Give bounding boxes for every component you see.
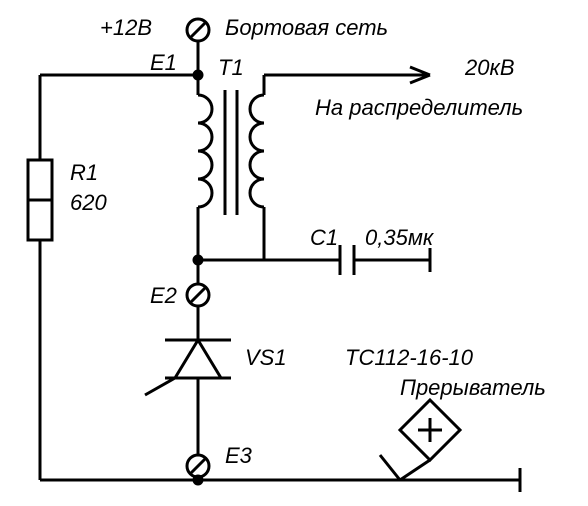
breaker-drive-symbol	[400, 400, 460, 480]
resistor-r1-bottom	[28, 200, 52, 240]
e2-label: E2	[150, 283, 177, 309]
transformer-primary	[198, 95, 212, 207]
transformer-secondary	[250, 95, 264, 207]
t1-label: T1	[218, 55, 244, 81]
e3-label: E3	[225, 443, 252, 469]
vs1-label: VS1	[245, 345, 287, 371]
supply-label: +12В	[100, 15, 152, 41]
supply-desc-label: Бортовая сеть	[225, 15, 388, 41]
c1-val-label: 0,35мк	[365, 225, 433, 251]
resistor-r1-top	[28, 160, 52, 200]
r1-val-label: 620	[70, 190, 107, 216]
c1-label: C1	[310, 225, 338, 251]
output-v-label: 20кВ	[465, 55, 515, 81]
thyristor-vs1	[145, 340, 231, 395]
r1-label: R1	[70, 160, 98, 186]
breaker-switch	[370, 455, 400, 480]
e1-label: E1	[150, 50, 177, 76]
vs1-type-label: ТС112-16-10	[345, 345, 473, 371]
breaker-label: Прерыватель	[400, 375, 546, 401]
output-desc-label: На распределитель	[315, 95, 523, 121]
